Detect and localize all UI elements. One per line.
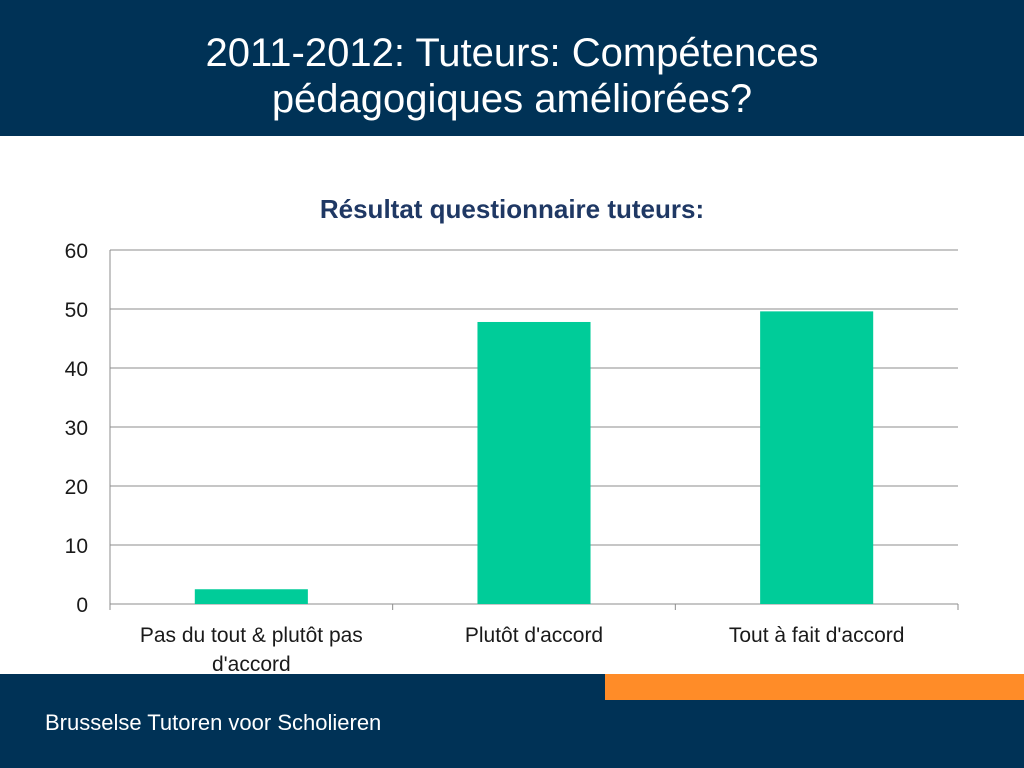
accent-bar [605,674,1024,700]
slide-header: 2011-2012: Tuteurs: Compétences pédagogi… [0,0,1024,136]
footer-text: Brusselse Tutoren voor Scholieren [45,710,382,735]
x-category-label: Plutôt d'accord [465,624,603,647]
y-tick-label: 40 [65,358,88,381]
y-tick-label: 20 [65,476,88,499]
x-category-label: Pas du tout & plutôt pas [140,624,363,647]
chart-title: Résultat questionnaire tuteurs: [319,194,705,224]
x-category-label: Tout à fait d'accord [729,624,905,647]
y-tick-label: 10 [65,535,88,558]
slide-footer: Brusselse Tutoren voor Scholieren [0,674,1024,768]
slide-title-line-2: pédagogiques améliorées? [271,77,753,121]
x-category-label: d'accord [212,653,291,676]
y-tick-label: 60 [65,240,88,263]
y-tick-label: 30 [65,417,88,440]
slide-title-line-1: 2011-2012: Tuteurs: Compétences [205,31,819,75]
bar-chart: 0 10 20 30 40 50 60 Pas du tout & plutôt pas d'a… [65,240,959,676]
y-tick-label: 0 [76,594,88,617]
y-tick-label: 50 [65,299,88,322]
bar [194,589,308,604]
bar [760,311,874,604]
bar [477,321,591,604]
slide-title: 2011-2012: Tuteurs: Compétences pédagogi… [0,30,1024,122]
